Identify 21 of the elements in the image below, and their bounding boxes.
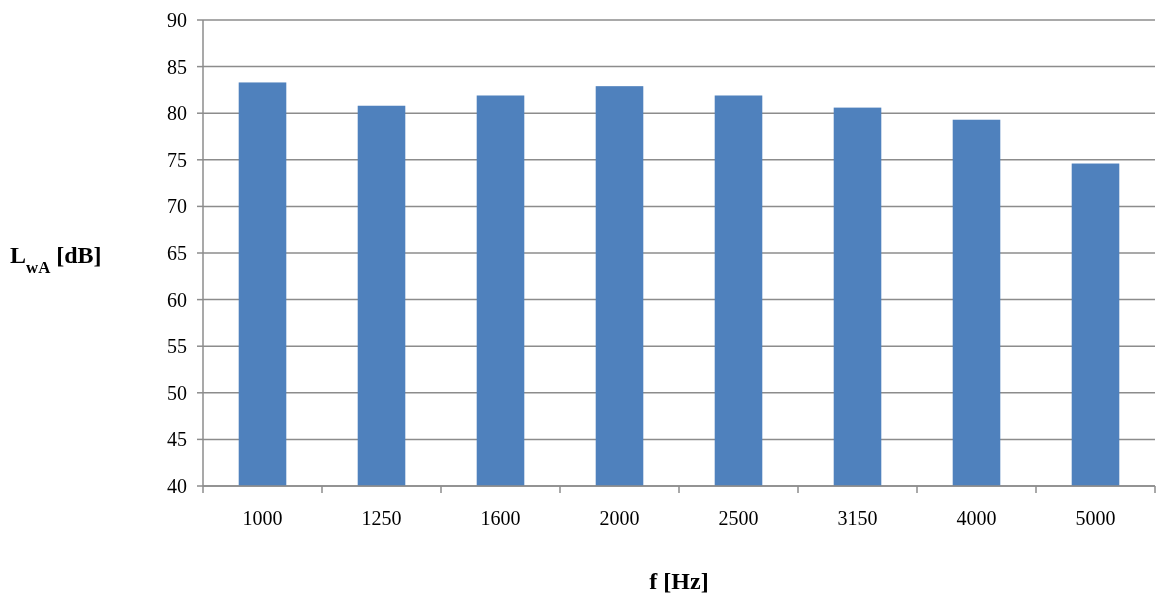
y-tick-label: 80 xyxy=(167,102,187,125)
x-tick-label: 1000 xyxy=(242,507,283,529)
x-tick-label: 5000 xyxy=(1075,507,1116,529)
y-tick-label: 75 xyxy=(167,148,187,171)
x-tick-label: 3150 xyxy=(837,507,878,529)
y-tick-label: 70 xyxy=(167,195,187,218)
y-tick-label: 40 xyxy=(167,475,187,497)
y-tick-label: 85 xyxy=(167,55,187,78)
y-tick-label: 65 xyxy=(167,242,187,264)
y-tick-label: 60 xyxy=(167,288,187,311)
x-tick-label: 2500 xyxy=(718,507,759,529)
y-tick-label: 50 xyxy=(167,381,187,404)
y-tick-label: 45 xyxy=(167,428,187,451)
y-tick-label: 90 xyxy=(167,9,187,31)
y-tick-label: 55 xyxy=(167,335,187,358)
x-tick-label: 1600 xyxy=(480,507,521,529)
y-axis-title: L$_{wA}$ [dB] xyxy=(10,242,102,277)
x-axis-title: f [Hz] xyxy=(649,568,709,594)
x-tick-label: 4000 xyxy=(956,507,997,529)
x-tick-label: 2000 xyxy=(599,507,640,529)
x-tick-label: 1250 xyxy=(361,507,402,529)
